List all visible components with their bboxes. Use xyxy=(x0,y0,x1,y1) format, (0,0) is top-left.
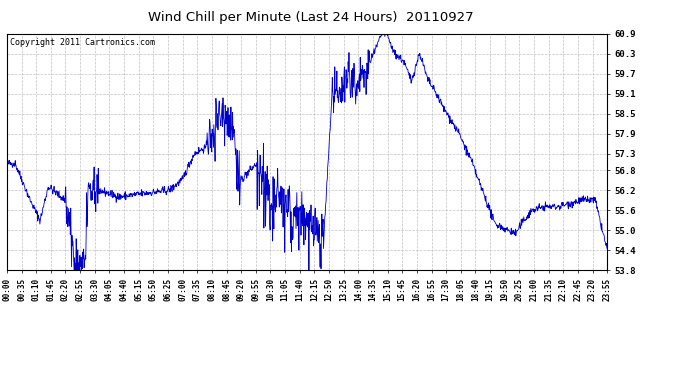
Text: Wind Chill per Minute (Last 24 Hours)  20110927: Wind Chill per Minute (Last 24 Hours) 20… xyxy=(148,11,473,24)
Text: Copyright 2011 Cartronics.com: Copyright 2011 Cartronics.com xyxy=(10,39,155,48)
